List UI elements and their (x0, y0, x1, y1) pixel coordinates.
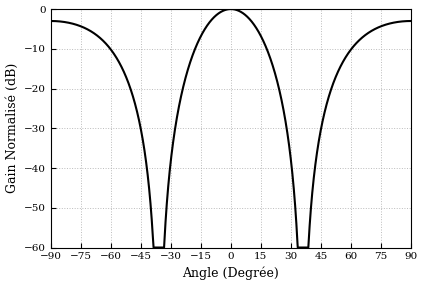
X-axis label: Angle (Degrée): Angle (Degrée) (182, 267, 279, 281)
Y-axis label: Gain Normalisé (dB): Gain Normalisé (dB) (5, 63, 19, 193)
